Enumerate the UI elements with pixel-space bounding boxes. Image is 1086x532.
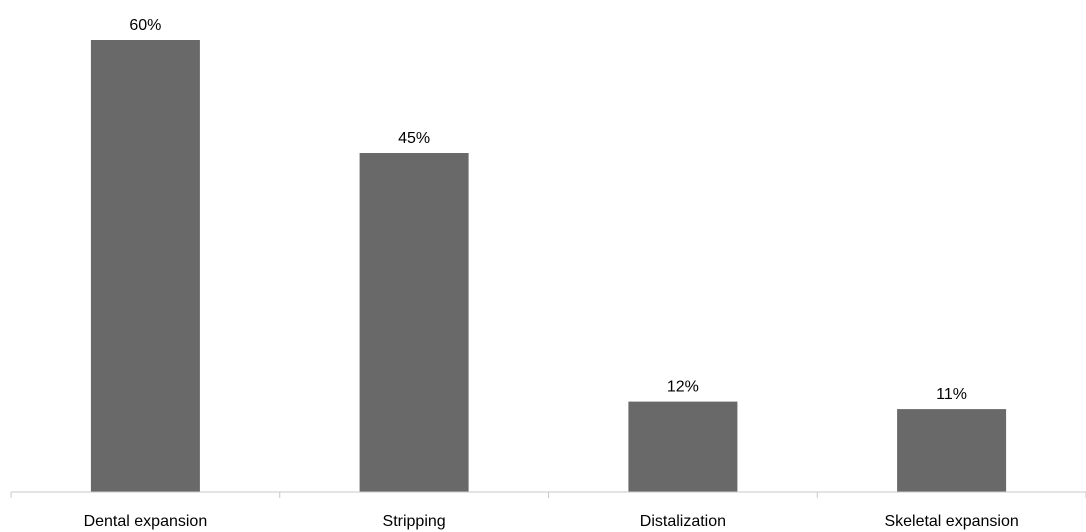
value-label-group: 60% 45% 12% 11% — [129, 17, 967, 403]
x-tick-label: Stripping — [383, 513, 446, 530]
category-label-group: Dental expansion Stripping Distalization Sk… — [84, 513, 1019, 530]
x-tick-label: Distalization — [640, 513, 726, 530]
x-axis — [10, 491, 1086, 498]
x-tick-label: Dental expansion — [84, 513, 208, 530]
bar — [90, 40, 200, 492]
bar — [897, 409, 1007, 492]
bar-group — [90, 40, 1007, 492]
bar — [359, 153, 469, 492]
bar-value-label: 11% — [936, 386, 967, 403]
x-tick-label: Skeletal expansion — [884, 513, 1018, 530]
bar-value-label: 45% — [398, 130, 430, 147]
bar — [628, 401, 738, 492]
bar-value-label: 60% — [129, 17, 161, 34]
bar-value-label: 12% — [667, 379, 699, 396]
